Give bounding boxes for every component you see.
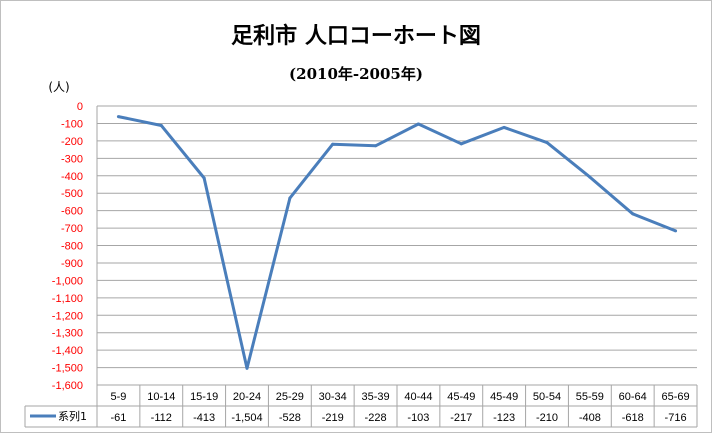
y-tick-label: -1,600 [52, 380, 83, 392]
x-category-label: 20-24 [233, 391, 261, 403]
data-point [202, 176, 206, 180]
data-point [288, 196, 292, 200]
table-value-cell: -217 [450, 412, 472, 424]
x-category-label: 45-49 [447, 391, 475, 403]
data-point [631, 212, 635, 216]
y-tick-label: -200 [61, 136, 83, 148]
x-category-label: 10-14 [147, 391, 175, 403]
y-tick-label: 0 [77, 101, 83, 113]
y-tick-label: -900 [61, 258, 83, 270]
y-tick-label: -300 [61, 153, 83, 165]
y-axis-unit-label: (人) [48, 80, 69, 94]
data-point [374, 144, 378, 148]
data-point [674, 229, 678, 233]
x-category-label: 50-54 [533, 391, 561, 403]
data-point [116, 115, 120, 119]
x-category-label: 25-29 [276, 391, 304, 403]
chart-subtitle: (2010年-2005年) [289, 65, 423, 83]
data-point [502, 125, 506, 129]
x-category-label: 55-59 [576, 391, 604, 403]
table-value-cell: -61 [110, 412, 126, 424]
chart-title: 足利市 人口コーホート図 [231, 23, 481, 49]
data-point [416, 122, 420, 126]
y-tick-label: -1,300 [52, 328, 83, 340]
x-category-label: 65-69 [662, 391, 690, 403]
x-category-label: 45-49 [490, 391, 518, 403]
legend-series-name: 系列1 [58, 409, 87, 423]
series-lines [116, 115, 678, 370]
table-value-cell: -219 [322, 412, 344, 424]
y-tick-label: -1,200 [52, 310, 83, 322]
data-point [159, 124, 163, 128]
x-category-label: 5-9 [110, 391, 126, 403]
y-tick-label: -1,000 [52, 275, 83, 287]
x-category-label: 30-34 [319, 391, 347, 403]
y-tick-label: -400 [61, 171, 83, 183]
y-tick-label: -100 [61, 118, 83, 130]
y-tick-label: -600 [61, 206, 83, 218]
x-category-label: 60-64 [619, 391, 647, 403]
data-point [545, 141, 549, 145]
x-category-label: 35-39 [362, 391, 390, 403]
data-point [331, 142, 335, 146]
y-tick-label: -1,500 [52, 363, 83, 375]
table-value-cell: -228 [365, 412, 387, 424]
y-tick-label: -700 [61, 223, 83, 235]
x-category-label: 40-44 [404, 391, 432, 403]
table-value-cell: -716 [665, 412, 687, 424]
data-table: 5-9 10-14 15-19 20-24 25-29 30-34 35-39 40-44 45… [24, 384, 698, 428]
gridlines [96, 105, 697, 386]
y-tick-label: -500 [61, 188, 83, 200]
data-point [459, 142, 463, 146]
table-value-cell: -123 [493, 412, 515, 424]
data-point [588, 175, 592, 179]
table-value-cell: -413 [193, 412, 215, 424]
table-value-cell: -408 [579, 412, 601, 424]
table-value-cell: -1,504 [231, 412, 262, 424]
data-point [245, 366, 249, 370]
y-tick-label: -1,400 [52, 345, 83, 357]
table-value-cell: -210 [536, 412, 558, 424]
y-tick-label: -1,100 [52, 293, 83, 305]
y-axis-tick-labels: 0 -100 -200 -300 -400 -500 -600 -700 -800 -900 -1,… [52, 101, 83, 392]
x-category-label: 15-19 [190, 391, 218, 403]
y-tick-label: -800 [61, 241, 83, 253]
table-value-cell: -618 [622, 412, 644, 424]
table-value-cell: -103 [407, 412, 429, 424]
table-value-cell: -112 [151, 412, 172, 424]
table-value-cell: -528 [279, 412, 301, 424]
series-line [118, 115, 677, 370]
